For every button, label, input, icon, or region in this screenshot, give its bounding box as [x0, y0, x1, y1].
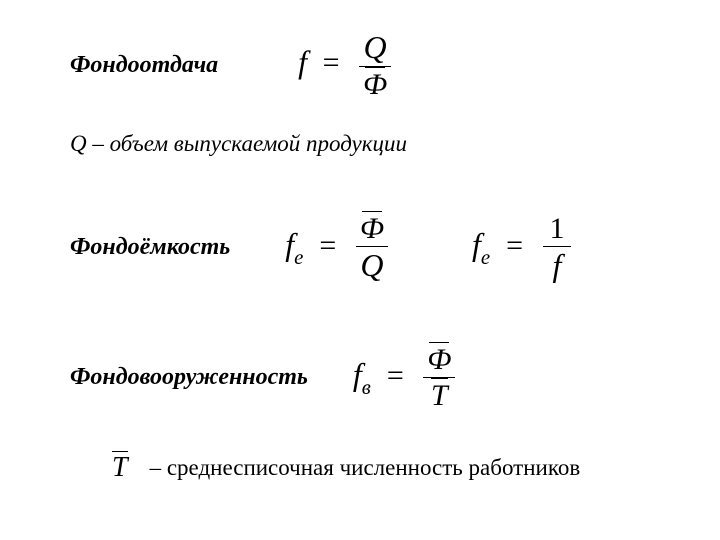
fraction-f: Q Ф — [359, 30, 391, 101]
symbol-T-bar: T — [110, 452, 130, 484]
var-f-e2: f — [472, 226, 481, 262]
fraction-fv: Ф T — [423, 343, 455, 412]
formula-fe-1: fe = Ф Q — [285, 212, 392, 283]
formula-fv: fв = Ф T — [353, 343, 459, 412]
sub-v: в — [362, 376, 371, 399]
definition-Q: Q – объем выпускаемой продукции — [70, 131, 407, 156]
heading-fondovooruzhennost: Фондовооруженность — [70, 364, 308, 391]
definition-T: – среднесписочная численность работников — [150, 455, 581, 481]
den-Q: Q — [356, 248, 387, 283]
phi-bar-3: Ф — [427, 343, 451, 376]
equals-4: = — [387, 359, 404, 393]
den-f: f — [543, 248, 572, 283]
den-phi-bar: Ф — [359, 68, 391, 101]
equals-2: = — [319, 229, 336, 263]
fraction-fe1: Ф Q — [356, 212, 388, 283]
var-f-e1: f — [285, 226, 294, 262]
var-f: f — [298, 43, 307, 79]
heading-fondoemkost: Фондоёмкость — [70, 234, 230, 261]
sub-e2: e — [481, 246, 490, 269]
formula-fe-2: fe = 1 f — [472, 212, 575, 283]
num-one: 1 — [545, 212, 568, 245]
num-Q: Q — [360, 30, 391, 65]
var-f-v: f — [353, 356, 362, 392]
sub-e1: e — [294, 246, 303, 269]
heading-fondootdacha: Фондоотдача — [70, 52, 218, 79]
num-phi-bar-2: Ф — [356, 212, 388, 245]
T-bar-2: T — [110, 452, 130, 484]
formula-f: f = Q Ф — [298, 30, 395, 101]
den-T-bar: T — [425, 379, 454, 412]
equals-3: = — [506, 229, 523, 263]
phi-bar-2: Ф — [360, 212, 384, 245]
equals-1: = — [323, 46, 340, 80]
num-phi-bar-3: Ф — [423, 343, 455, 376]
phi-bar-1: Ф — [363, 68, 387, 101]
fraction-fe2: 1 f — [543, 212, 572, 283]
T-bar-1: T — [429, 379, 450, 412]
